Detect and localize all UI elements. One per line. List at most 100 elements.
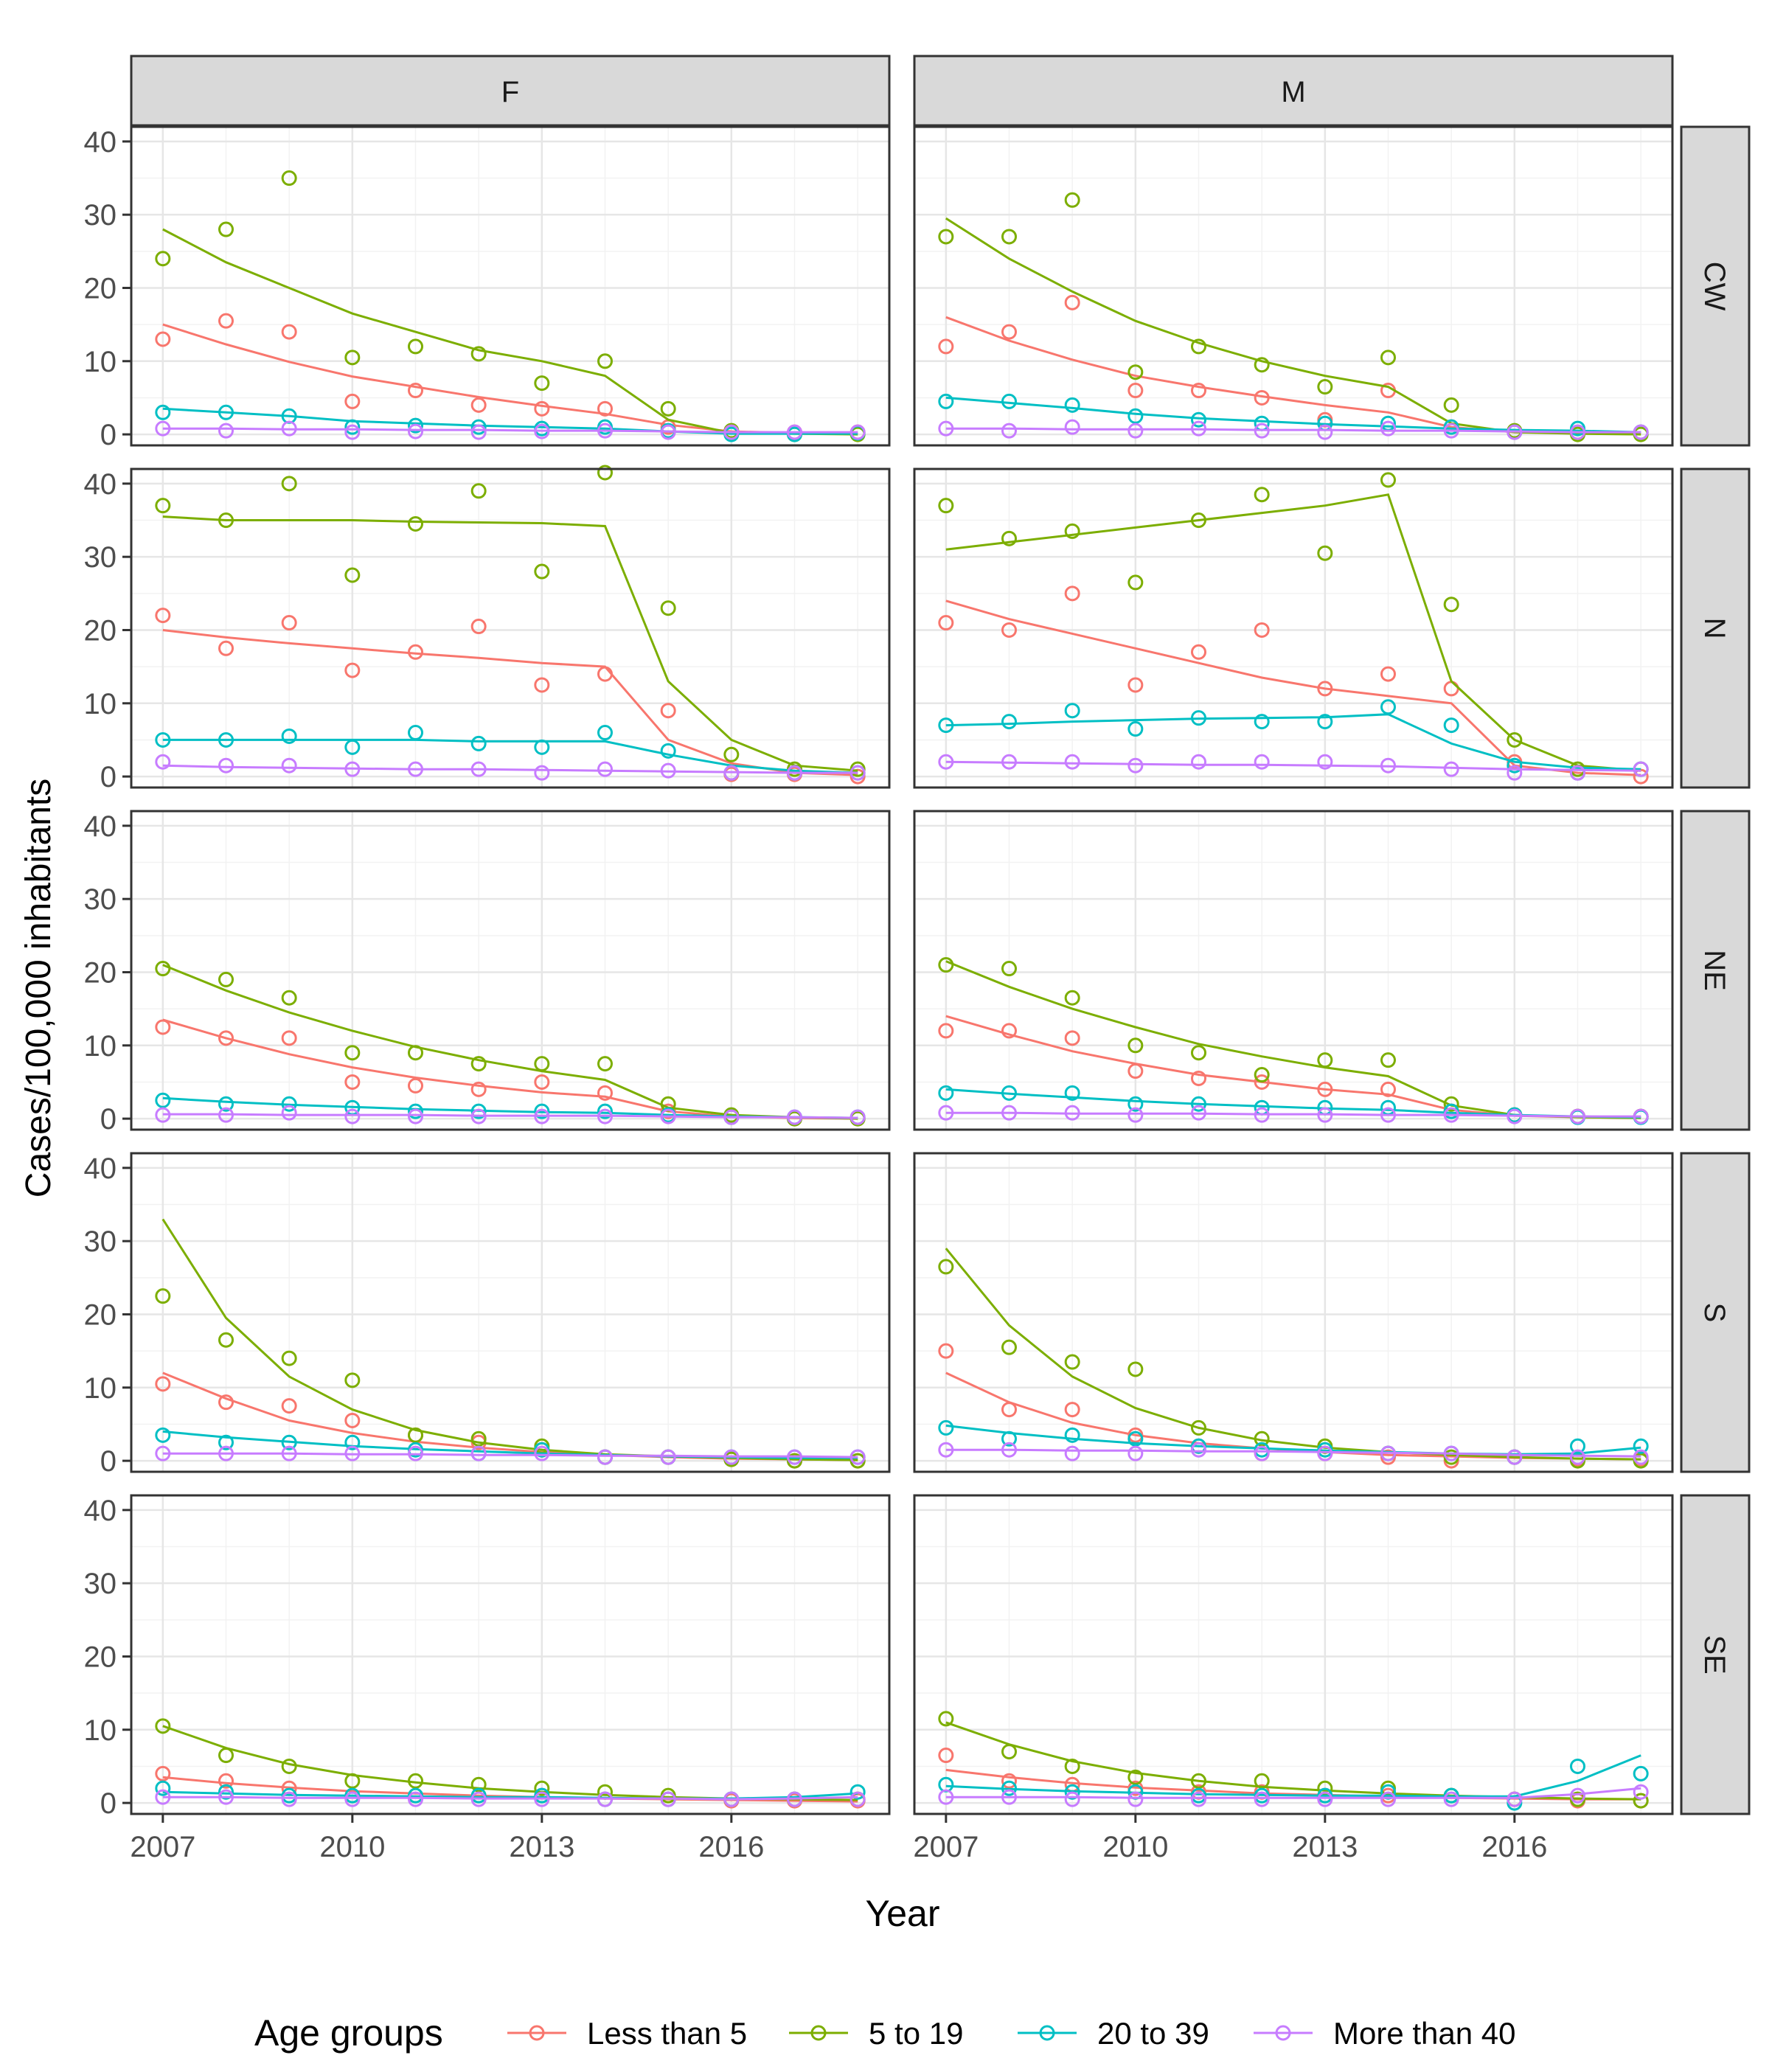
x-tick-label: 2016 (698, 1831, 764, 1863)
data-point-less-than-5 (1127, 677, 1144, 693)
fit-line-more-than-40 (162, 1113, 858, 1119)
data-point-more-than-40 (660, 1108, 676, 1124)
y-tick-label: 0 (100, 761, 117, 793)
data-point-more-than-40 (787, 1791, 802, 1807)
data-point-more-than-40 (470, 1791, 487, 1807)
fit-line-5-to-19 (945, 1248, 1641, 1461)
data-point-20-to-39 (597, 725, 613, 741)
data-point-more-than-40 (660, 762, 676, 779)
data-point-more-than-40 (218, 1445, 234, 1461)
legend-key-point-less-than-5 (529, 2025, 545, 2041)
fit-line-20-to-39 (945, 1754, 1641, 1798)
data-point-more-than-40 (1254, 423, 1270, 439)
data-point-more-than-40 (1443, 1791, 1459, 1807)
data-point-5-to-19 (344, 1372, 361, 1388)
y-axis-title: Cases/100,000 inhabitants (19, 779, 58, 1197)
panel-border (913, 125, 1674, 447)
data-point-5-to-19 (1064, 192, 1080, 208)
fit-line-more-than-40 (162, 1795, 858, 1801)
data-point-5-to-19 (218, 512, 234, 529)
data-point-more-than-40 (787, 424, 802, 440)
data-point-more-than-40 (1317, 1791, 1333, 1807)
data-point-5-to-19 (408, 1427, 423, 1443)
data-point-more-than-40 (1317, 424, 1333, 440)
data-point-20-to-39 (1001, 1085, 1017, 1101)
data-point-5-to-19 (1317, 545, 1333, 561)
facet-strip-F (130, 55, 891, 127)
data-point-20-to-39 (218, 1434, 234, 1450)
data-point-more-than-40 (408, 1445, 423, 1461)
panel-S-F (130, 1152, 891, 1473)
panel-CW-F (130, 125, 891, 447)
data-point-5-to-19 (1191, 1045, 1206, 1061)
data-point-more-than-40 (849, 424, 866, 440)
data-point-more-than-40 (1254, 1791, 1270, 1807)
data-point-5-to-19 (1254, 1430, 1270, 1447)
data-point-more-than-40 (1443, 1107, 1459, 1123)
fit-line-5-to-19 (162, 964, 858, 1120)
data-point-5-to-19 (938, 1711, 954, 1727)
y-tick-label: 40 (84, 1153, 117, 1185)
data-point-20-to-39 (470, 419, 487, 435)
y-tick-label: 20 (84, 272, 117, 305)
data-point-more-than-40 (1380, 420, 1396, 437)
y-tick-label: 30 (84, 1226, 117, 1258)
data-point-5-to-19 (1127, 1769, 1144, 1785)
data-point-20-to-39 (1633, 1765, 1649, 1781)
data-point-5-to-19 (1064, 523, 1080, 539)
legend-label-5-to-19: 5 to 19 (869, 2016, 963, 2051)
data-point-20-to-39 (1001, 714, 1017, 730)
data-point-more-than-40 (597, 1791, 613, 1807)
data-point-more-than-40 (470, 424, 487, 440)
data-point-more-than-40 (1443, 1445, 1459, 1461)
data-point-more-than-40 (408, 1791, 423, 1807)
data-point-more-than-40 (849, 1109, 866, 1125)
y-tick-label: 40 (84, 126, 117, 159)
data-point-less-than-5 (1127, 1063, 1144, 1080)
data-point-more-than-40 (1380, 757, 1396, 773)
y-tick-label: 40 (84, 810, 117, 843)
panel-NE-M (913, 810, 1674, 1131)
data-point-less-than-5 (155, 331, 171, 347)
y-tick-label: 0 (100, 1787, 117, 1820)
data-point-more-than-40 (1064, 1791, 1080, 1807)
data-point-5-to-19 (1064, 990, 1080, 1006)
data-point-20-to-39 (660, 743, 676, 759)
data-point-more-than-40 (1001, 1789, 1017, 1805)
data-point-more-than-40 (534, 1108, 550, 1124)
data-point-more-than-40 (281, 1105, 297, 1121)
panel-border (913, 810, 1674, 1131)
fit-line-less-than-5 (945, 599, 1641, 776)
data-point-20-to-39 (281, 1434, 297, 1450)
data-point-20-to-39 (155, 1780, 171, 1796)
data-point-less-than-5 (155, 608, 171, 624)
y-tick-label: 40 (84, 468, 117, 501)
data-point-less-than-5 (218, 1394, 234, 1411)
data-point-5-to-19 (1254, 1067, 1270, 1083)
data-point-5-to-19 (1001, 229, 1017, 245)
data-point-5-to-19 (1064, 1758, 1080, 1774)
data-point-5-to-19 (1507, 731, 1523, 748)
data-point-more-than-40 (660, 424, 676, 440)
data-point-less-than-5 (281, 615, 297, 631)
data-point-more-than-40 (470, 1445, 487, 1461)
data-point-more-than-40 (1001, 423, 1017, 439)
data-point-less-than-5 (1064, 294, 1080, 310)
fit-line-20-to-39 (945, 396, 1641, 434)
data-point-5-to-19 (938, 957, 954, 973)
fit-line-20-to-39 (162, 407, 858, 435)
data-point-more-than-40 (155, 1107, 171, 1123)
data-point-20-to-39 (470, 1103, 487, 1119)
data-point-5-to-19 (344, 567, 361, 583)
data-point-5-to-19 (1191, 338, 1206, 355)
panel-S-M (913, 1152, 1674, 1473)
data-point-20-to-39 (1127, 1430, 1144, 1447)
y-tick-label: 20 (84, 1641, 117, 1673)
data-point-20-to-39 (1191, 710, 1206, 726)
data-point-less-than-5 (408, 383, 423, 399)
data-point-20-to-39 (408, 417, 423, 434)
data-point-5-to-19 (1001, 1744, 1017, 1760)
data-point-20-to-39 (408, 1103, 423, 1119)
data-point-more-than-40 (938, 1442, 954, 1458)
data-point-5-to-19 (218, 221, 234, 237)
